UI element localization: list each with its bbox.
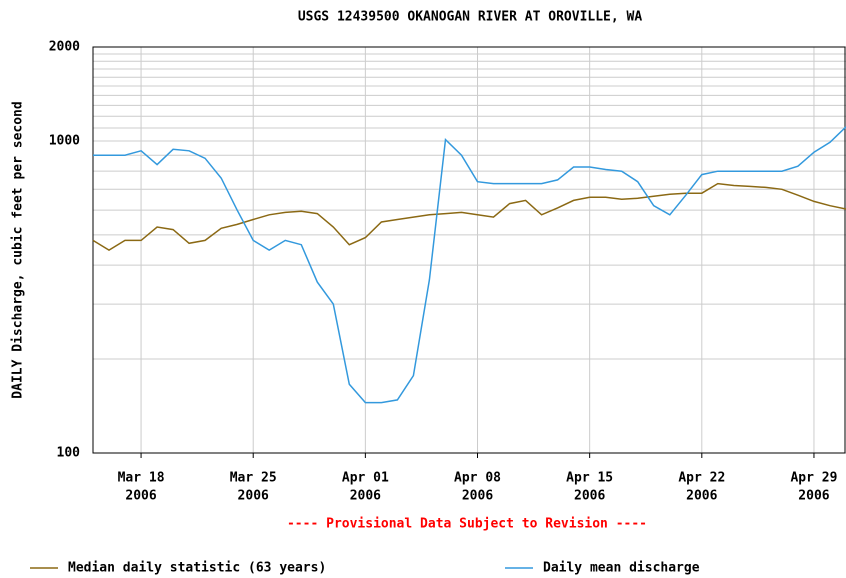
legend-label: Daily mean discharge <box>543 561 700 576</box>
legend-label: Median daily statistic (63 years) <box>68 561 326 576</box>
data-line <box>93 126 846 404</box>
x-tick-year: 2006 <box>238 489 269 504</box>
y-tick-label: 1000 <box>49 133 80 148</box>
x-tick-label: Mar 25 <box>230 471 277 486</box>
y-tick-label: 2000 <box>49 40 80 55</box>
x-tick-year: 2006 <box>798 489 829 504</box>
x-tick-label: Mar 18 <box>118 471 165 486</box>
x-tick-year: 2006 <box>125 489 156 504</box>
x-tick-label: Apr 01 <box>342 471 389 486</box>
y-tick-label: 100 <box>57 446 81 461</box>
annotation: ---- Provisional Data Subject to Revisio… <box>287 517 647 532</box>
x-tick-year: 2006 <box>686 489 717 504</box>
plot-frame <box>92 46 846 454</box>
x-tick-label: Apr 15 <box>566 471 613 486</box>
y-axis-label: DAILY Discharge, cubic feet per second <box>11 101 26 398</box>
x-tick-year: 2006 <box>350 489 381 504</box>
data-line <box>92 182 846 251</box>
chart-title: USGS 12439500 OKANOGAN RIVER AT OROVILLE… <box>298 10 643 25</box>
x-tick-label: Apr 08 <box>454 471 501 486</box>
x-tick-year: 2006 <box>462 489 493 504</box>
x-tick-label: Apr 29 <box>790 471 837 486</box>
x-tick-label: Apr 22 <box>678 471 725 486</box>
x-tick-year: 2006 <box>574 489 605 504</box>
